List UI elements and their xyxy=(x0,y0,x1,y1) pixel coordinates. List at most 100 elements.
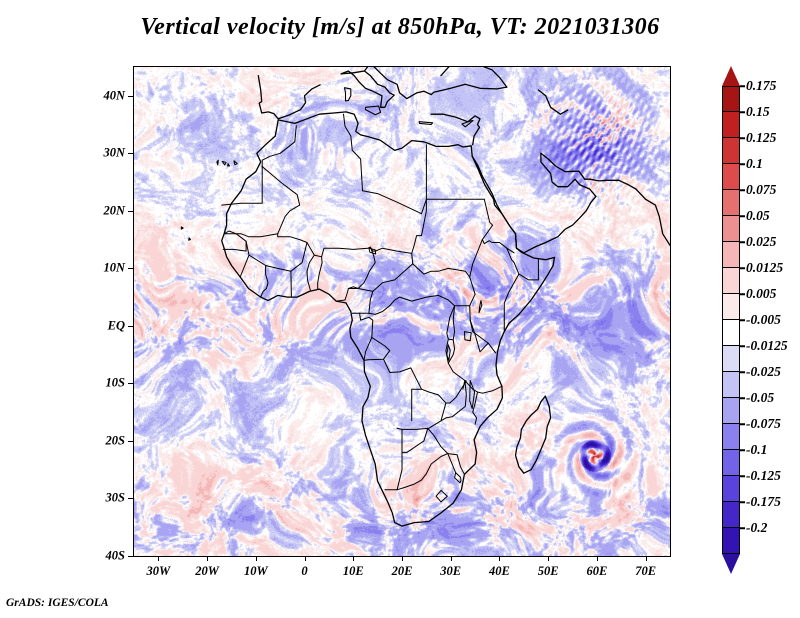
map-line xyxy=(440,380,467,422)
colorbar-tick xyxy=(740,397,745,399)
y-axis-tick xyxy=(128,325,133,327)
x-axis-label: 10E xyxy=(342,564,364,578)
map-line xyxy=(369,246,413,254)
map-line xyxy=(221,111,556,527)
map-line xyxy=(447,453,462,484)
x-axis-label: 60E xyxy=(586,564,608,578)
x-axis-tick xyxy=(158,556,160,561)
colorbar-band xyxy=(722,398,740,424)
map-line xyxy=(261,166,301,206)
colorbar-min-arrow-icon xyxy=(722,554,740,574)
colorbar-band xyxy=(722,320,740,346)
colorbar-tick-label: -0.005 xyxy=(746,312,781,327)
map-line xyxy=(435,489,448,503)
x-axis-label: 0 xyxy=(301,564,308,578)
map-line xyxy=(343,87,352,102)
colorbar-tick-label: 0.125 xyxy=(746,130,777,145)
x-axis-tick xyxy=(255,556,257,561)
map-line xyxy=(223,230,267,266)
y-axis-label: 20N xyxy=(103,203,125,218)
map-line xyxy=(221,160,227,166)
map-line xyxy=(359,312,374,361)
colorbar-band xyxy=(722,502,740,528)
y-axis-tick xyxy=(128,153,133,155)
map-line xyxy=(469,239,483,278)
colorbar-tick-label: -0.2 xyxy=(746,520,768,535)
y-axis-label: 40S xyxy=(105,548,125,563)
map-line xyxy=(221,166,263,206)
map-line xyxy=(537,89,569,115)
map-line xyxy=(277,233,371,258)
map-line xyxy=(478,300,483,314)
map-line xyxy=(362,190,427,215)
map-line xyxy=(462,380,466,390)
colorbar-tick xyxy=(740,501,745,503)
coastline-overlay xyxy=(180,67,670,527)
map-line xyxy=(454,293,476,307)
map-line xyxy=(277,204,301,235)
colorbar: 0.175 0.15 0.125 0.1 0.075 0.05 0.025 0.0125 0.0… xyxy=(716,62,800,574)
map-line xyxy=(446,344,451,361)
colorbar-tick-label: 0.0125 xyxy=(746,260,784,275)
map-plot-area xyxy=(133,66,671,557)
map-line xyxy=(461,119,474,128)
y-axis-label: 40N xyxy=(103,88,125,103)
colorbar-band xyxy=(722,294,740,320)
colorbar-band xyxy=(722,190,740,216)
colorbar-tick-label: -0.0125 xyxy=(746,338,788,353)
map-line xyxy=(469,305,497,354)
colorbar-band xyxy=(722,528,740,554)
x-axis-label: 20W xyxy=(195,564,219,578)
colorbar-tick-label: 0.15 xyxy=(746,104,770,119)
colorbar-band xyxy=(722,424,740,450)
colorbar-tick-label: -0.175 xyxy=(746,494,781,509)
colorbar-tick-label: 0.05 xyxy=(746,208,770,223)
x-axis-label: 50E xyxy=(537,564,559,578)
colorbar-band xyxy=(722,346,740,372)
map-line xyxy=(440,67,508,88)
colorbar-band xyxy=(722,372,740,398)
x-axis-label: 30E xyxy=(440,564,462,578)
map-line xyxy=(223,233,279,238)
map-line xyxy=(430,113,481,146)
map-line xyxy=(421,380,467,404)
y-axis-tick xyxy=(128,268,133,270)
colorbar-tick-label: -0.1 xyxy=(746,442,768,457)
x-axis-label: 30W xyxy=(146,564,171,578)
map-line xyxy=(222,240,247,252)
map-line xyxy=(463,331,472,342)
y-axis-label: 30N xyxy=(103,145,125,160)
map-line xyxy=(364,105,382,116)
attribution: GrADS: IGES/COLA xyxy=(6,597,109,609)
colorbar-band xyxy=(722,216,740,242)
x-axis-tick xyxy=(304,556,306,561)
map-line xyxy=(188,237,191,241)
colorbar-tick xyxy=(740,189,745,191)
colorbar-tick xyxy=(740,293,745,295)
y-axis-tick xyxy=(128,440,133,442)
y-axis-tick xyxy=(128,556,133,557)
colorbar-tick xyxy=(740,241,745,243)
x-axis-tick xyxy=(207,556,209,561)
colorbar-tick-label: 0.175 xyxy=(746,78,777,93)
map-line xyxy=(216,159,219,166)
x-axis-tick xyxy=(499,556,501,561)
map-line xyxy=(446,305,456,341)
map-line xyxy=(540,152,670,246)
colorbar-tick xyxy=(740,345,745,347)
map-line xyxy=(506,247,515,264)
x-axis-label: 20E xyxy=(391,564,413,578)
map-line xyxy=(515,152,597,254)
colorbar-tick-label: -0.05 xyxy=(746,390,775,405)
colorbar-tick xyxy=(740,163,745,165)
y-axis-tick xyxy=(128,498,133,500)
y-axis-label: 20S xyxy=(105,433,125,448)
y-axis-tick xyxy=(128,210,133,212)
map-line xyxy=(418,121,434,126)
colorbar-band xyxy=(722,138,740,164)
map-line xyxy=(343,113,363,192)
y-axis-label: 10N xyxy=(103,260,125,275)
x-axis-label: 40E xyxy=(489,564,510,578)
colorbar-tick xyxy=(740,527,745,529)
map-line xyxy=(260,242,308,298)
